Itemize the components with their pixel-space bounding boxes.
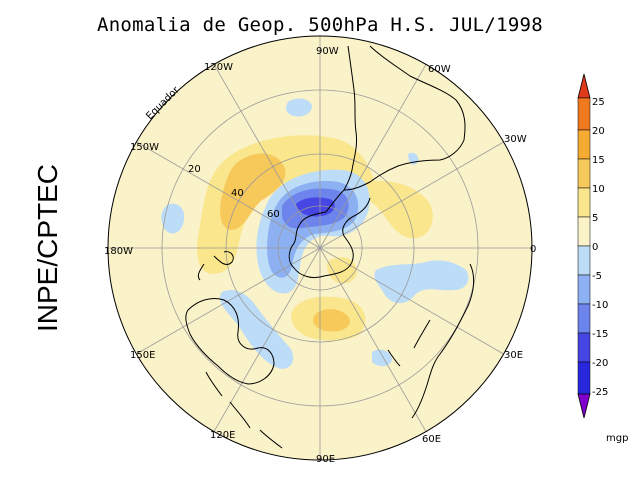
meridian-60E xyxy=(319,247,427,432)
colorbar-tick: 20 xyxy=(592,126,605,137)
positive-anomaly-core xyxy=(220,153,286,230)
coastline-africa xyxy=(411,263,475,419)
lon-label-150W: 150W xyxy=(130,142,159,153)
meridian-120W xyxy=(213,64,321,249)
lon-label-60E: 60E xyxy=(422,434,441,445)
colorbar-bottom-arrow xyxy=(577,393,591,419)
positive-anomaly-southwest xyxy=(327,257,357,284)
lon-label-60W: 60W xyxy=(428,64,451,75)
colorbar-band xyxy=(577,97,591,131)
colorbar-tick: -20 xyxy=(592,358,608,369)
lat-label-20: 20 xyxy=(188,164,201,175)
anomaly-fields xyxy=(161,98,469,369)
meridian-150W xyxy=(136,141,321,249)
negative-anomaly-east xyxy=(374,260,469,304)
lon-label-90W: 90W xyxy=(316,46,339,57)
colorbar-tick: 5 xyxy=(592,213,598,224)
negative-anomaly-south xyxy=(219,289,294,369)
positive-anomaly-east xyxy=(365,180,433,239)
map-border xyxy=(107,35,533,461)
lon-label-30W: 30W xyxy=(504,134,527,145)
coastline-madagascar xyxy=(387,349,401,367)
colorbar-band xyxy=(577,129,591,160)
colorbar-band xyxy=(577,332,591,363)
meridian-30E xyxy=(319,247,504,355)
colorbar-tick: -10 xyxy=(592,300,608,311)
colorbar-tick: 25 xyxy=(592,97,605,108)
lon-label-90E: 90E xyxy=(316,454,335,465)
colorbar-tick: -25 xyxy=(592,387,608,398)
positive-anomaly-south-core xyxy=(313,309,350,332)
coastline-south-america xyxy=(343,45,466,191)
coastlines xyxy=(185,45,475,449)
lon-label-0: 0 xyxy=(530,244,536,255)
map-title: Anomalia de Geop. 500hPa H.S. JUL/1998 xyxy=(96,14,544,36)
meridian-120E xyxy=(213,247,321,432)
negative-anomaly-north xyxy=(286,98,312,117)
colorbar-band xyxy=(577,187,591,218)
negative-anomaly-west xyxy=(161,203,185,234)
colorbar-band xyxy=(577,303,591,334)
coastline-indonesia xyxy=(205,371,283,449)
colorbar-tick: -15 xyxy=(592,329,608,340)
colorbar-band xyxy=(577,361,591,395)
lat-label-60: 60 xyxy=(267,209,280,220)
lon-label-180W: 180W xyxy=(104,246,133,257)
colorbar: 25 20 15 10 5 0 -5 -10 -15 -20 -25 mgp xyxy=(577,73,628,444)
lon-label-150E: 150E xyxy=(130,350,155,361)
colorbar-band xyxy=(577,216,591,247)
colorbar-tick: -5 xyxy=(592,271,602,282)
meridian-150E xyxy=(136,247,321,355)
meridian-30W xyxy=(319,141,504,249)
lon-label-30E: 30E xyxy=(504,350,523,361)
coastline-antarctica xyxy=(288,189,371,279)
lat-label-40: 40 xyxy=(231,188,244,199)
colorbar-top-arrow xyxy=(577,73,591,99)
colorbar-tick: 15 xyxy=(592,155,605,166)
meridian-60W xyxy=(319,64,427,249)
graticule xyxy=(108,36,532,460)
coastline-new-zealand xyxy=(197,251,234,281)
colorbar-unit: mgp xyxy=(606,433,628,444)
lon-label-120E: 120E xyxy=(210,430,235,441)
colorbar-band xyxy=(577,245,591,276)
colorbar-tick: 0 xyxy=(592,242,598,253)
coastline-australia xyxy=(185,297,275,385)
lon-label-120W: 120W xyxy=(204,62,233,73)
negative-anomaly-se xyxy=(372,349,392,367)
colorbar-band xyxy=(577,274,591,305)
colorbar-tick: 10 xyxy=(592,184,605,195)
colorbar-band xyxy=(577,158,591,189)
